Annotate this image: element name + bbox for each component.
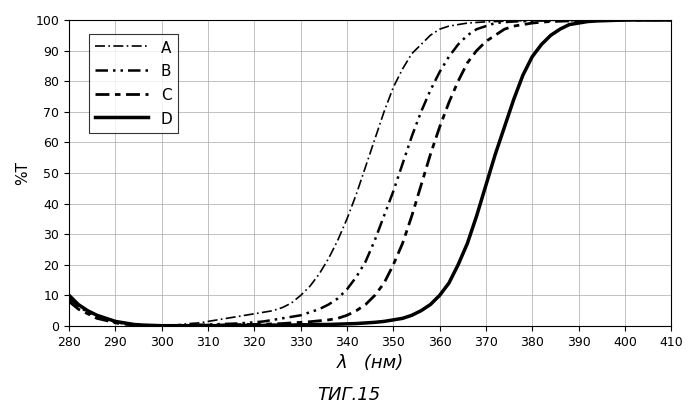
Text: ΤИГ.15: ΤИГ.15 [318,386,380,404]
C [260,322,268,327]
B [148,323,156,328]
Line: A: A [69,20,671,325]
Legend: A, B, C, D: A, B, C, D [89,34,179,133]
A [343,216,351,221]
D [65,293,73,298]
D [343,321,351,326]
D [334,322,342,327]
A [223,316,231,321]
B [667,18,675,23]
A [667,18,675,23]
B [65,296,73,301]
D [667,18,675,23]
B [547,18,555,23]
X-axis label: λ   (нм): λ (нм) [336,354,403,372]
Y-axis label: %T: %T [15,161,30,185]
D [111,319,119,324]
A [111,319,119,324]
D [621,18,629,23]
A [148,323,156,328]
B [343,287,351,292]
A [260,310,268,315]
C [65,299,73,304]
B [111,320,119,325]
D [260,323,268,328]
C [334,316,342,321]
Line: D: D [69,20,671,326]
B [223,321,231,326]
C [111,321,119,325]
D [158,323,166,328]
A [334,238,342,243]
C [343,313,351,318]
A [574,18,583,23]
Line: C: C [69,20,671,326]
C [148,323,156,328]
A [65,293,73,298]
C [223,322,231,327]
D [547,33,555,38]
A [547,18,555,23]
D [223,323,231,328]
C [667,18,675,23]
B [334,296,342,301]
B [260,319,268,324]
B [584,18,592,23]
C [547,19,555,24]
Line: B: B [69,20,671,326]
C [611,18,620,23]
